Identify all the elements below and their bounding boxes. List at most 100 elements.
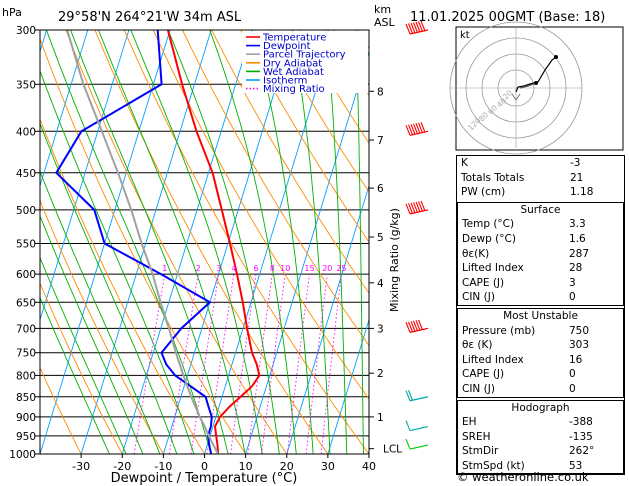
pressure-tick-label: 950 xyxy=(16,431,36,443)
footer-copyright[interactable]: © weatheronline.co.uk xyxy=(457,470,589,484)
pressure-tick-label: 650 xyxy=(16,297,36,309)
mixing-ratio-line xyxy=(133,274,166,454)
mixing-ratio-label: 8 xyxy=(270,264,275,273)
wind-barb-staff xyxy=(409,396,429,402)
mixing-ratio-label: 15 xyxy=(304,264,314,273)
pressure-tick-label: 300 xyxy=(16,25,36,37)
legend-entry: Wet Adiabat xyxy=(263,67,324,78)
parcel-trajectory-profile xyxy=(66,30,219,454)
wind-barb-flag xyxy=(417,122,424,134)
isotherm-line xyxy=(121,30,253,454)
wind-barb-flag xyxy=(420,200,426,212)
km-label: km xyxy=(374,3,391,16)
wet-adiabat-line xyxy=(209,30,297,454)
km-tick-label: 2 xyxy=(377,368,384,380)
km-tick-label: 6 xyxy=(377,183,384,195)
wind-barb xyxy=(405,420,429,432)
datetime-title: 11.01.2025 00GMT (Base: 18) xyxy=(410,10,605,25)
wet-adiabat-line xyxy=(40,214,144,454)
wind-barb-flag xyxy=(405,390,411,401)
wind-barb-flag xyxy=(407,321,414,333)
index-value: 0 xyxy=(569,382,576,395)
hodograph-marker xyxy=(511,93,521,101)
index-row: PW (cm) 1.18 xyxy=(457,185,624,200)
index-label: PW (cm) xyxy=(461,186,506,199)
pressure-tick-label: 550 xyxy=(16,238,36,250)
index-row: θε (K) 303 xyxy=(458,338,623,353)
mixing-ratio-line xyxy=(168,274,199,454)
dry-adiabat-line xyxy=(40,37,246,454)
most-unstable-title: Most Unstable xyxy=(503,309,578,322)
mixing-ratio-label: 6 xyxy=(253,264,258,273)
index-value: 0 xyxy=(569,291,576,304)
wind-barb-flag xyxy=(407,203,414,214)
mixing-ratio-line xyxy=(261,274,286,454)
index-row: CIN (J) 0 xyxy=(458,382,623,397)
index-row: Totals Totals 21 xyxy=(457,171,624,186)
wind-barb-flag xyxy=(412,123,419,135)
index-label: StmSpd (kt) xyxy=(462,459,525,472)
index-value: -3 xyxy=(570,157,581,169)
pressure-tick-label: 1000 xyxy=(9,449,36,461)
x-tick-label: 30 xyxy=(321,460,335,473)
wind-barb-flag xyxy=(412,22,419,33)
x-tick-label: -30 xyxy=(72,460,90,473)
index-row: StmDir 262° xyxy=(458,444,623,459)
most-unstable-rows: Pressure (mb) 750 θε (K) 303 Lifted Index 16 C… xyxy=(458,324,623,397)
pressure-tick-label: 400 xyxy=(16,126,36,138)
legend-entry: Dewpoint xyxy=(263,41,311,52)
km-tick-label: 5 xyxy=(377,232,384,244)
mixing-ratio-label: 4 xyxy=(231,264,236,273)
hodograph-params-section: Hodograph EH -388 SREH -135 StmDir 262° StmSpd… xyxy=(457,399,624,475)
wind-barb-flag xyxy=(405,23,411,35)
index-label: CAPE (J) xyxy=(462,368,505,381)
index-row: Lifted Index 16 xyxy=(458,353,623,368)
wind-barb-staff xyxy=(409,425,429,432)
index-row: CAPE (J) 3 xyxy=(458,276,623,291)
pressure-tick-label: 350 xyxy=(16,79,36,91)
isotherm-line xyxy=(80,30,212,454)
wet-adiabat-line xyxy=(325,30,348,454)
mixing-ratio-label: 10 xyxy=(280,264,290,273)
legend-entry: Temperature xyxy=(262,33,326,44)
index-row: EH -388 xyxy=(458,415,623,430)
mixing-ratio-line xyxy=(286,274,310,454)
wind-barb-flag xyxy=(415,123,421,134)
index-label: Lifted Index xyxy=(462,262,524,275)
wind-barb-flag xyxy=(412,320,419,332)
surface-title: Surface xyxy=(520,203,561,216)
index-label: StmDir xyxy=(462,445,499,458)
mixing-ratio-label: 20 xyxy=(322,264,332,273)
wind-barb-staff xyxy=(409,327,429,333)
wind-barb-flag xyxy=(407,390,414,401)
location-title: 29°58'N 264°21'W 34m ASL xyxy=(58,10,242,25)
wet-adiabat-line xyxy=(40,170,161,454)
index-label: Lifted Index xyxy=(462,353,524,366)
wind-barb-flag xyxy=(410,321,416,332)
wind-barb-flag xyxy=(417,21,424,32)
pressure-tick-label: 850 xyxy=(16,392,36,404)
wet-adiabat-line xyxy=(40,122,178,454)
index-row: Lifted Index 28 xyxy=(458,261,623,276)
dry-adiabat-line xyxy=(40,366,82,454)
wind-barb xyxy=(405,438,429,450)
wind-barb-flag xyxy=(412,202,419,213)
dewpoint-profile xyxy=(55,30,213,454)
dry-adiabat-line xyxy=(269,30,369,193)
x-tick-label: -20 xyxy=(113,460,131,473)
lcl-label: LCL xyxy=(383,444,402,456)
wind-barb xyxy=(405,319,429,333)
mixing-ratio-line xyxy=(247,274,273,454)
wind-barb-flag xyxy=(410,202,416,214)
pressure-tick-label: 900 xyxy=(16,412,36,424)
wind-barb-flag xyxy=(405,420,411,431)
chart-background-lines xyxy=(40,30,369,454)
index-value: 1.18 xyxy=(570,186,594,199)
wet-adiabat-line xyxy=(251,30,314,454)
wet-adiabat-line xyxy=(40,256,127,454)
mixing-ratio-line xyxy=(190,274,220,454)
hodograph-unit-label: kt xyxy=(460,30,470,41)
index-row: CAPE (J) 0 xyxy=(458,367,623,382)
